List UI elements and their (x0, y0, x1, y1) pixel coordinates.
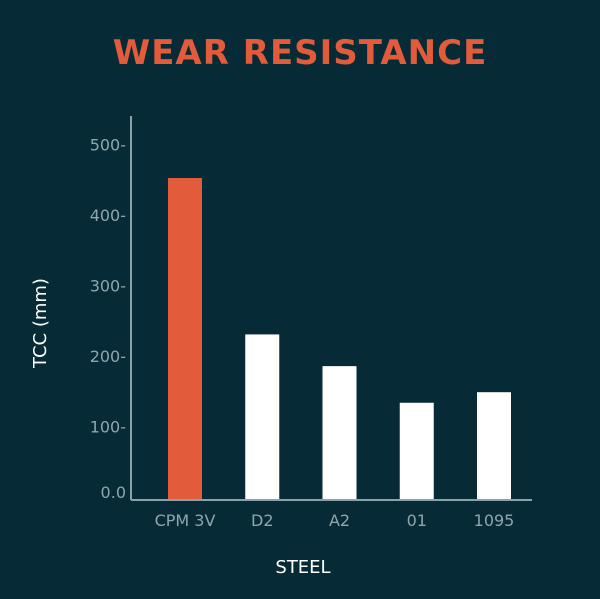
y-tick-label: 100- (90, 418, 126, 437)
x-axis-ticks: CPM 3V D2 A2 01 1095 (155, 511, 515, 530)
x-tick-label: A2 (329, 511, 350, 530)
y-tick-label: 0.0 (101, 483, 126, 502)
x-tick-label: D2 (251, 511, 274, 530)
x-axis-label: STEEL (275, 557, 330, 578)
bar-cpm-3v (168, 178, 202, 500)
bars (168, 178, 511, 500)
y-axis-ticks: 0.0 100- 200- 300- 400- 500- (90, 136, 126, 502)
y-tick-label: 200- (90, 347, 126, 366)
bar-1095 (477, 392, 511, 500)
x-tick-label: 01 (407, 511, 427, 530)
y-tick-label: 400- (90, 206, 126, 225)
y-tick-label: 500- (90, 136, 126, 155)
chart-title: WEAR RESISTANCE (113, 33, 488, 73)
x-tick-label: CPM 3V (155, 511, 216, 530)
y-axis-label: TCC (mm) (30, 278, 51, 369)
bar-a2 (322, 366, 357, 500)
y-tick-label: 300- (90, 277, 126, 296)
bar-01 (399, 402, 434, 500)
bar-d2 (245, 334, 280, 500)
x-tick-label: 1095 (474, 511, 515, 530)
